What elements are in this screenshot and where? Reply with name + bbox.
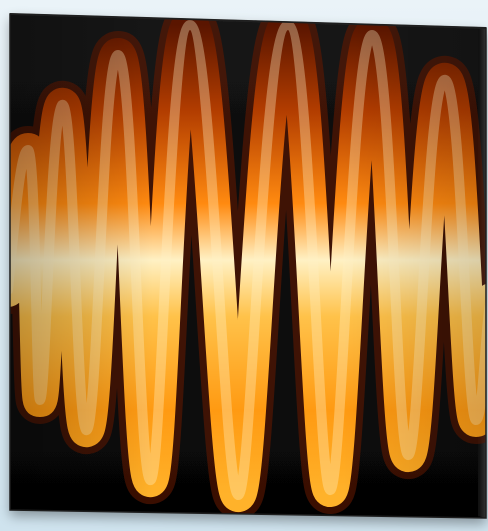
sine-wave <box>10 14 486 518</box>
panel-outline <box>9 13 487 519</box>
